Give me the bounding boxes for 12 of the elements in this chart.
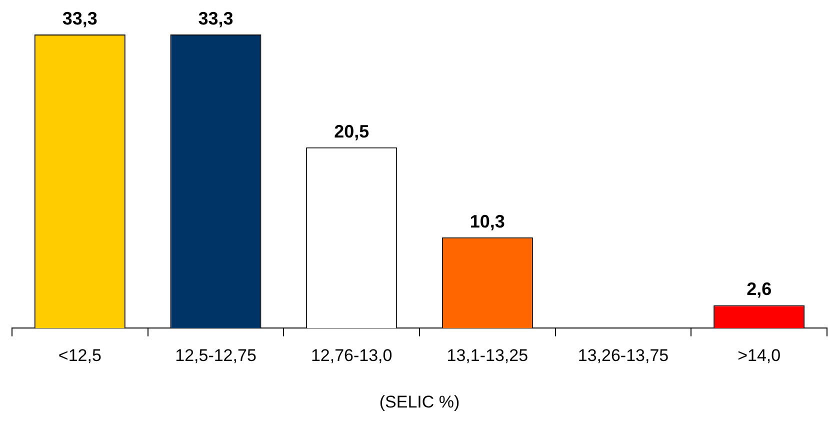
data-label: 33,3 xyxy=(198,8,234,28)
x-tick-label: 12,76-13,0 xyxy=(310,346,392,366)
x-tick-label: 13,26-13,75 xyxy=(578,346,669,366)
data-label: 10,3 xyxy=(470,211,505,232)
x-tick-label: 12,5-12,75 xyxy=(175,346,256,366)
data-label: 20,5 xyxy=(334,121,370,142)
x-tick-label: 13,1-13,25 xyxy=(446,346,528,366)
x-tick-label: <12,5 xyxy=(58,346,102,366)
data-label: 33,3 xyxy=(62,8,98,28)
x-axis-title: (SELIC %) xyxy=(379,392,460,412)
data-label: 2,6 xyxy=(746,279,772,300)
x-tick-label: >14,0 xyxy=(738,346,781,366)
